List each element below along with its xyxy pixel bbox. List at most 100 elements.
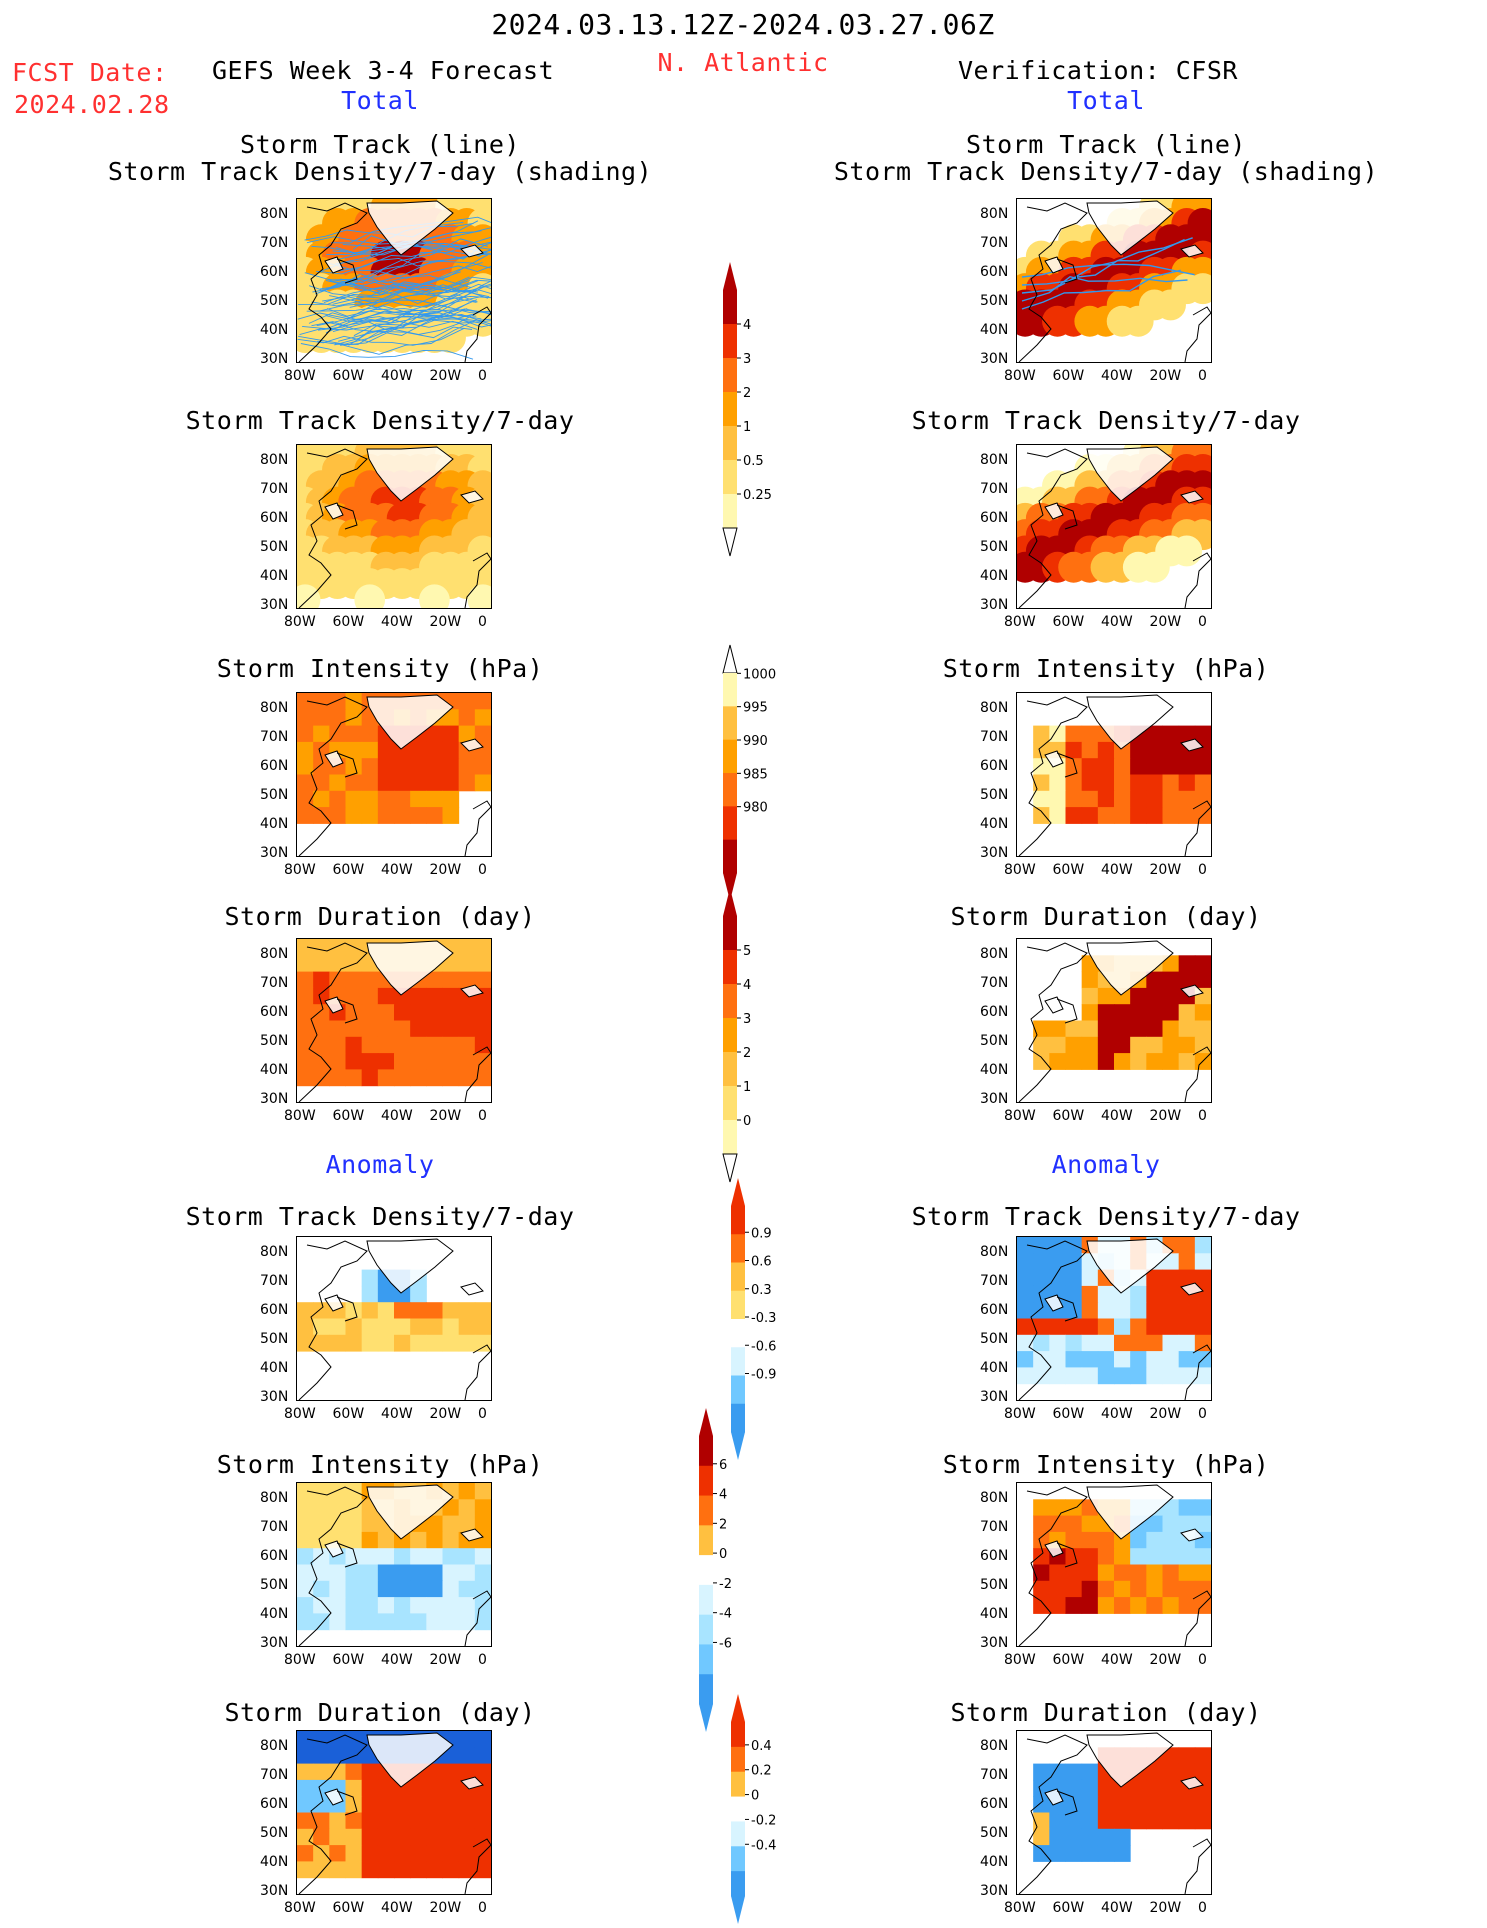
heatmap-cell: [442, 1812, 460, 1830]
heatmap-cell: [361, 1269, 379, 1287]
heatmap-cell: [313, 1515, 330, 1533]
heatmap-cell: [1146, 1004, 1163, 1021]
heatmap-cell: [1033, 1302, 1050, 1319]
heatmap-cell: [1033, 1351, 1050, 1368]
heatmap-cell: [1097, 1036, 1115, 1054]
colorbar-top-arrow: [731, 1694, 745, 1722]
colorbar-segment: [699, 1644, 713, 1675]
coastline: [1184, 1344, 1211, 1400]
heatmap-cell: [297, 741, 314, 759]
y-tick-label: 70N: [260, 729, 289, 745]
heatmap-cell: [394, 790, 411, 808]
y-tick-label: 50N: [980, 539, 1009, 555]
heatmap-cell: [1130, 987, 1147, 1005]
heatmap-cell: [1049, 1597, 1066, 1614]
storm-track-line: [329, 276, 491, 295]
heatmap-cell: [297, 1731, 314, 1748]
heatmap-cell: [394, 1020, 411, 1038]
heatmap-cell: [297, 807, 314, 824]
heatmap-cell: [1114, 1796, 1131, 1813]
heatmap-cell: [345, 1597, 363, 1614]
heatmap-cell: [297, 1861, 314, 1879]
x-tick-label: 20W: [1149, 1108, 1182, 1124]
coastline: [1044, 256, 1064, 274]
y-tick-label: 40N: [260, 322, 289, 338]
heatmap-cell: [345, 1069, 363, 1087]
colorbar-segment: [731, 1375, 745, 1405]
heatmap-cell: [377, 1318, 395, 1336]
date-range-title: 2024.03.13.12Z-2024.03.27.06Z: [491, 8, 995, 41]
colorbar-label: 1: [743, 420, 751, 435]
storm-track-line: [311, 299, 478, 336]
heatmap-cell: [377, 1069, 395, 1087]
heatmap-cell: [1065, 1580, 1083, 1598]
heatmap-cell: [313, 807, 330, 824]
x-tick-label: 20W: [429, 862, 462, 878]
y-tick-label: 60N: [980, 510, 1009, 526]
heatmap-cell: [329, 939, 346, 956]
x-tick-label: 40W: [381, 1406, 413, 1422]
heatmap-cell: [1194, 790, 1211, 808]
heatmap-cell: [394, 1069, 411, 1087]
heatmap-cell: [297, 1548, 314, 1565]
x-tick-label: 60W: [332, 1406, 365, 1422]
heatmap-cell: [1097, 1302, 1115, 1319]
heatmap-cell: [1178, 1053, 1196, 1070]
heatmap-cell: [1049, 1812, 1066, 1830]
heatmap-cell: [458, 725, 476, 743]
heatmap-cell: [361, 1334, 379, 1352]
y-tick-label: 80N: [260, 1490, 289, 1506]
heatmap-cell: [1065, 1763, 1083, 1781]
coastline: [336, 1790, 358, 1816]
heatmap-cell: [1033, 1828, 1050, 1846]
heatmap-cell: [1194, 1564, 1211, 1582]
heatmap-cell: [1146, 1302, 1163, 1319]
panel-title-tracks-right-2: Storm Track Density/7-day (shading): [833, 157, 1379, 186]
coastline: [298, 448, 368, 608]
heatmap-cell: [329, 1036, 346, 1054]
heatmap-cell: [377, 1828, 395, 1846]
x-tick-label: 80W: [1004, 1406, 1036, 1422]
heatmap-cell: [426, 1828, 443, 1846]
x-tick-label: 0: [1198, 614, 1207, 630]
heatmap-cell: [1162, 1302, 1180, 1319]
heatmap-cell: [1162, 1351, 1180, 1368]
heatmap-cell: [1130, 1580, 1147, 1598]
heatmap-cell: [297, 1020, 314, 1038]
heatmap-cell: [1146, 1597, 1163, 1614]
y-tick-label: 50N: [260, 293, 289, 309]
heatmap-cell: [394, 1613, 411, 1631]
heatmap-cell: [329, 1747, 346, 1765]
heatmap-cell: [426, 741, 443, 759]
heatmap-cell: [329, 955, 346, 973]
heatmap-cell: [297, 1613, 314, 1631]
storm-track-line: [300, 343, 474, 360]
heatmap-cell: [458, 1483, 476, 1500]
heatmap-cell: [474, 939, 491, 956]
heatmap-cell: [1065, 1367, 1083, 1385]
x-tick-label: 40W: [1101, 1108, 1133, 1124]
heatmap-cell: [1146, 1269, 1163, 1287]
y-tick-label: 30N: [980, 1091, 1009, 1107]
y-tick-label: 40N: [260, 816, 289, 832]
colorbar-label: 1: [743, 1080, 751, 1095]
heatmap-cell: [442, 1763, 460, 1781]
y-tick-label: 60N: [260, 1548, 289, 1564]
heatmap-cell: [410, 790, 427, 808]
heatmap-cell: [426, 790, 443, 808]
heatmap-cell: [377, 1036, 395, 1054]
heatmap-cell: [410, 1845, 427, 1862]
heatmap-cell: [1146, 1779, 1163, 1797]
heatmap-cell: [458, 1302, 476, 1319]
heatmap-cell: [394, 1302, 411, 1319]
heatmap-cell: [1097, 741, 1115, 759]
y-tick-label: 40N: [260, 1360, 289, 1376]
heatmap-cell: [1097, 758, 1115, 775]
heatmap-fu: [297, 939, 491, 1102]
heatmap-cell: [1017, 1237, 1034, 1254]
heatmap-cell: [1081, 725, 1099, 743]
heatmap-vu: [1018, 940, 1211, 1102]
heatmap-cell: [313, 1861, 330, 1879]
coastline: [1056, 1542, 1078, 1568]
coastline: [464, 306, 491, 362]
